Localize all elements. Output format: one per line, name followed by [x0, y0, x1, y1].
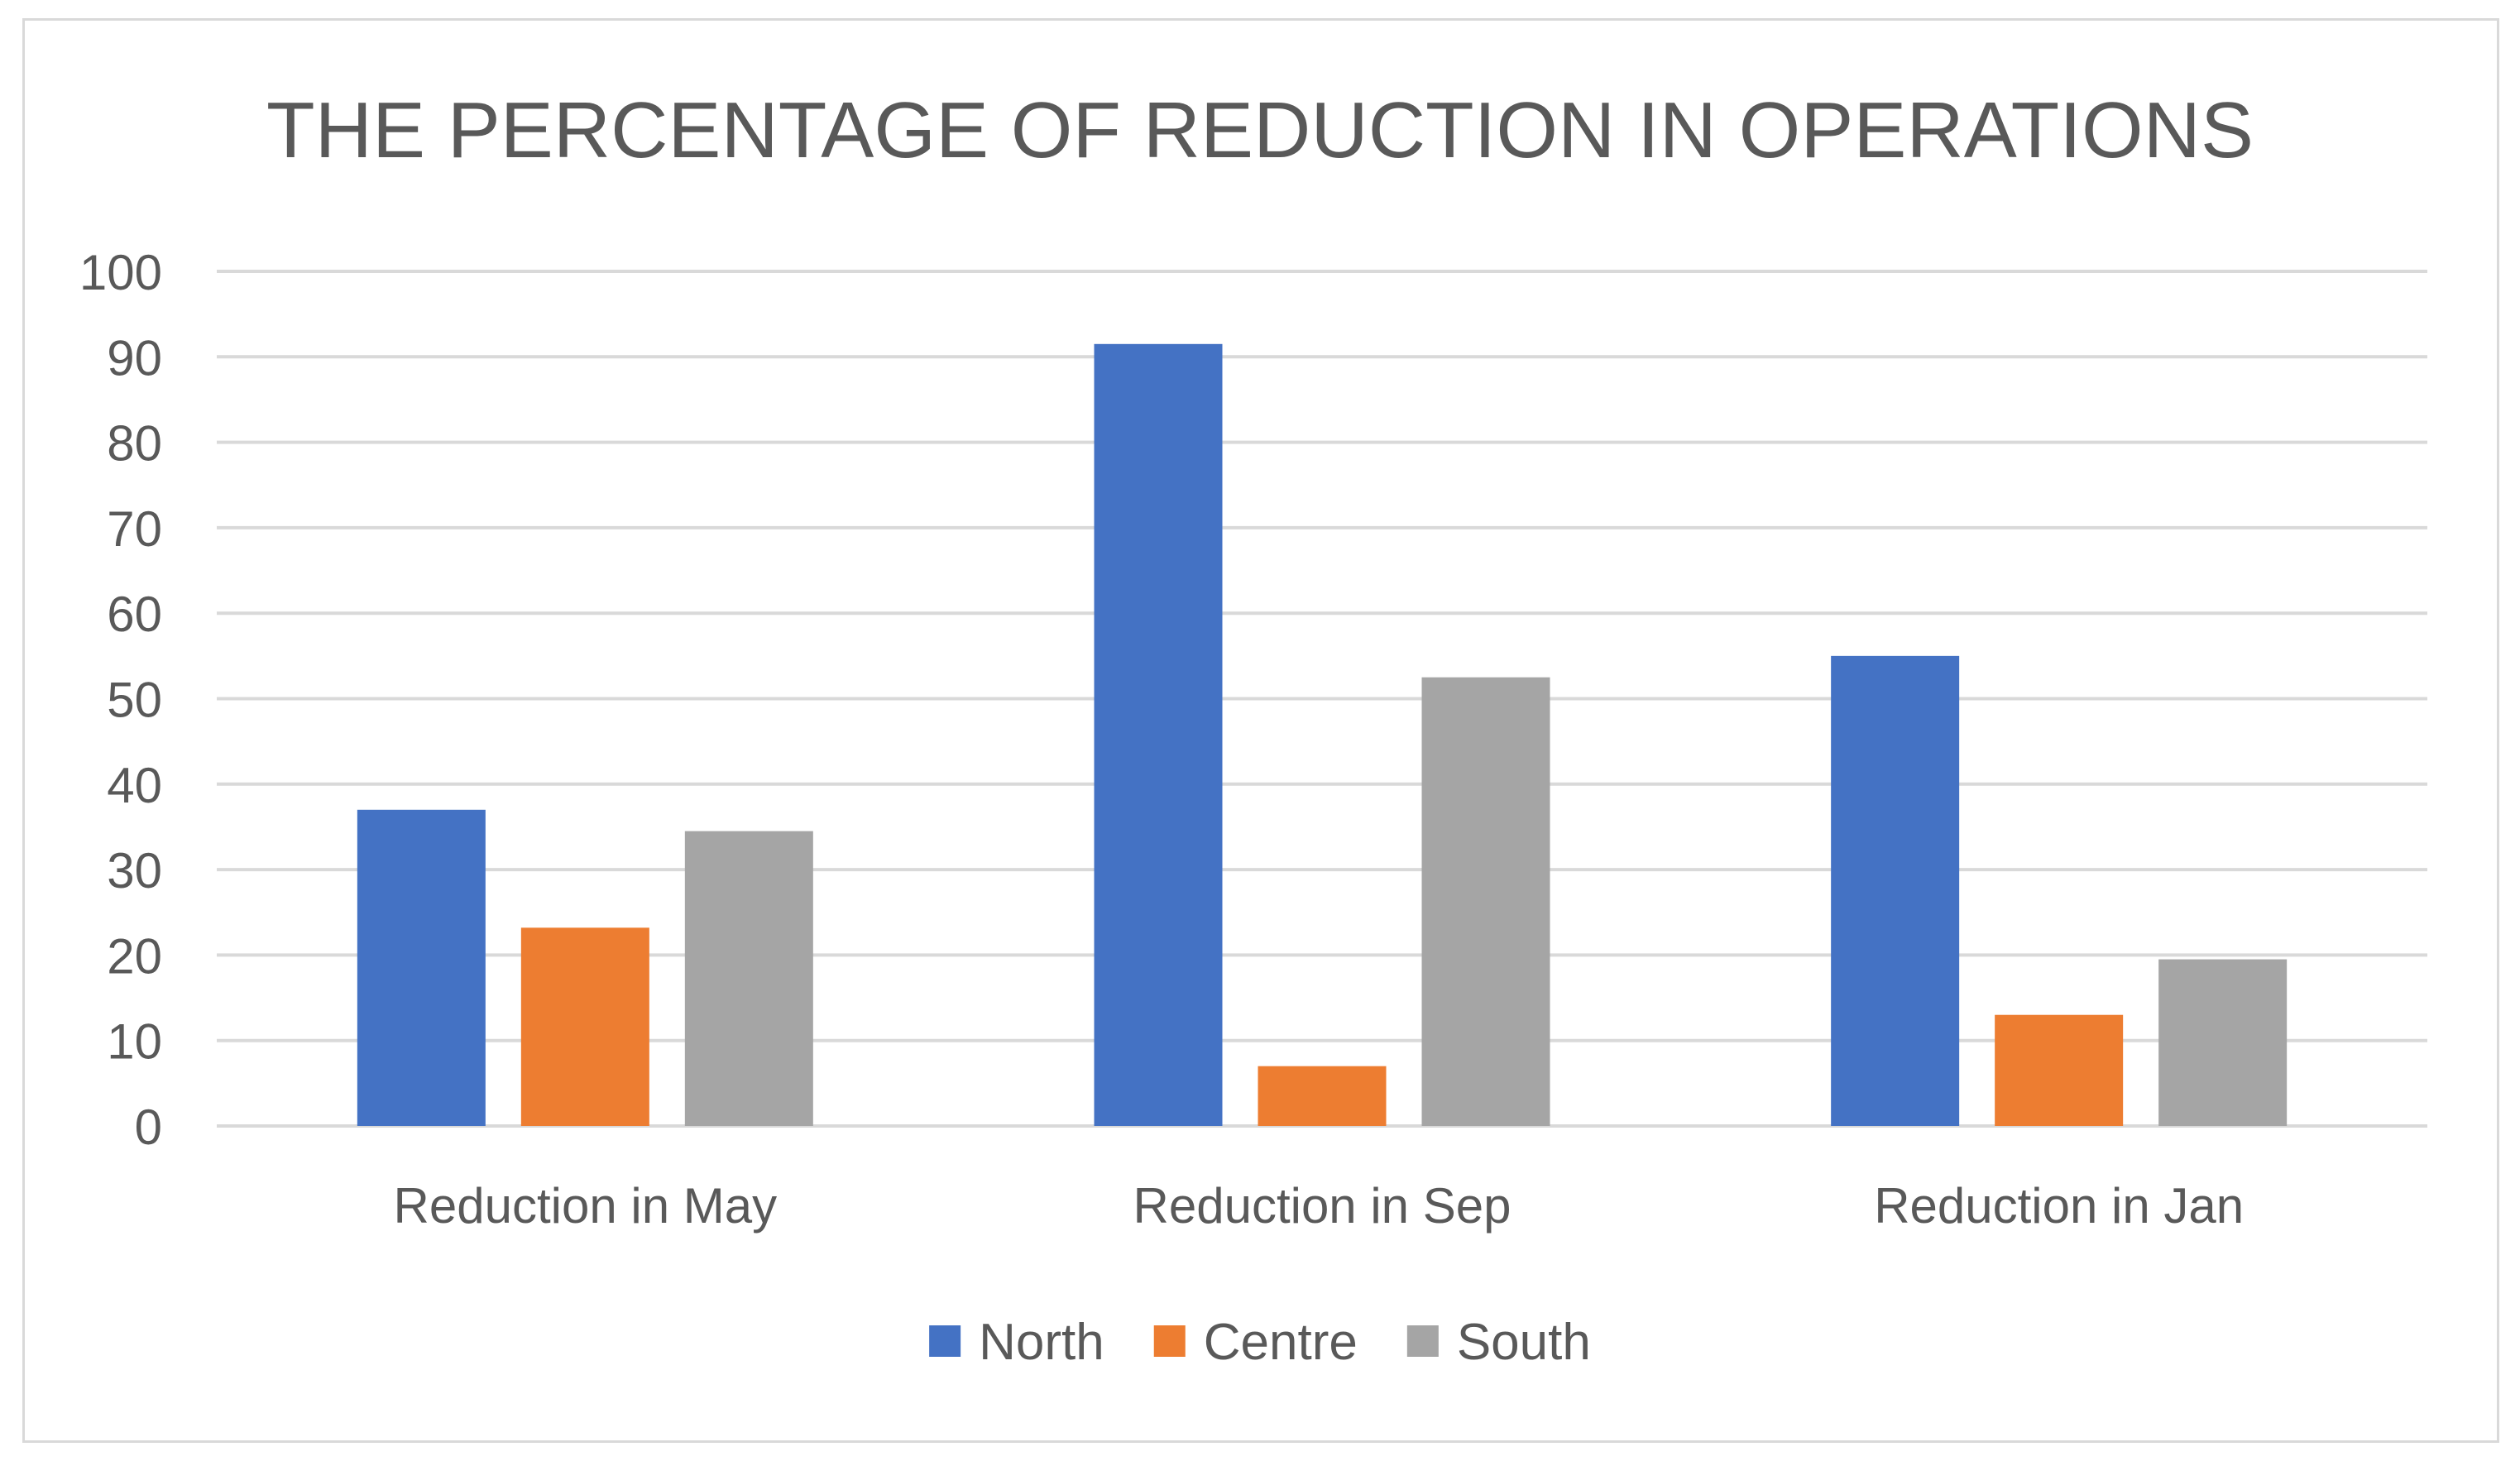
chart-title: THE PERCENTAGE OF REDUCTION IN OPERATION…	[266, 86, 2254, 175]
x-category-label: Reduction in Sep	[1133, 1178, 1512, 1234]
y-tick-label: 60	[107, 587, 162, 642]
bar-centre-3	[1995, 1014, 2124, 1126]
legend: North Centre South	[929, 1314, 1591, 1371]
y-tick-label: 50	[107, 673, 162, 728]
chart-frame	[22, 18, 2499, 1443]
bars	[357, 343, 2288, 1126]
bar-north-3	[1831, 655, 1960, 1126]
bar-south-1	[684, 831, 813, 1126]
y-axis-tick-labels: 0 10 20 30 40 50 60 70 80 90 100	[79, 245, 162, 1155]
legend-label-centre: Centre	[1204, 1314, 1358, 1371]
x-category-label: Reduction in May	[394, 1178, 778, 1234]
y-tick-label: 90	[107, 330, 162, 386]
bar-centre-1	[520, 927, 649, 1126]
bar-south-2	[1421, 677, 1550, 1126]
y-tick-label: 10	[107, 1014, 162, 1070]
x-axis-category-labels: Reduction in May Reduction in Sep Reductio…	[394, 1178, 2245, 1234]
legend-swatch-south	[1406, 1325, 1439, 1357]
legend-swatch-centre	[1153, 1325, 1186, 1357]
legend-label-north: North	[979, 1314, 1104, 1371]
bar-north-1	[357, 809, 486, 1126]
y-tick-label: 80	[107, 416, 162, 472]
x-category-label: Reduction in Jan	[1874, 1178, 2244, 1234]
y-tick-label: 70	[107, 501, 162, 557]
y-tick-label: 30	[107, 843, 162, 898]
bar-north-2	[1094, 343, 1223, 1126]
y-tick-label: 100	[79, 245, 162, 300]
bar-centre-2	[1258, 1066, 1387, 1126]
y-tick-label: 20	[107, 928, 162, 984]
legend-swatch-north	[929, 1325, 961, 1357]
y-tick-label: 40	[107, 758, 162, 813]
legend-label-south: South	[1457, 1314, 1591, 1371]
y-tick-label: 0	[135, 1100, 162, 1155]
bar-south-3	[2158, 959, 2288, 1126]
